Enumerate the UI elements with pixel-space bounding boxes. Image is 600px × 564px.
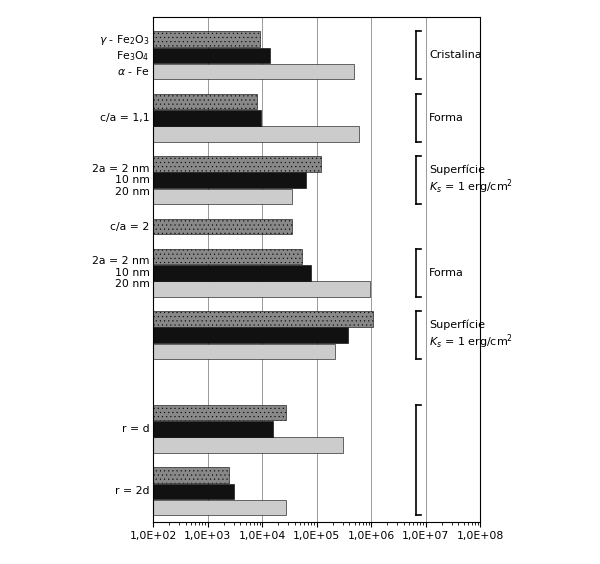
Bar — [153, 500, 286, 515]
Bar — [153, 47, 270, 63]
Bar — [153, 189, 292, 204]
Bar — [153, 468, 229, 483]
Bar — [153, 126, 359, 142]
Text: 2a = 2 nm
    10 nm
    20 nm: 2a = 2 nm 10 nm 20 nm — [92, 164, 150, 197]
Bar — [153, 31, 260, 47]
Text: $\gamma$ - Fe$_2$O$_3$
Fe$_3$O$_4$
$\alpha$ - Fe: $\gamma$ - Fe$_2$O$_3$ Fe$_3$O$_4$ $\alp… — [100, 33, 150, 77]
Bar — [153, 281, 370, 297]
Bar — [153, 94, 257, 109]
Text: Forma: Forma — [430, 268, 464, 277]
Bar — [153, 265, 311, 280]
Text: c/a = 1,1: c/a = 1,1 — [100, 113, 150, 123]
Bar — [153, 249, 302, 265]
Bar — [153, 110, 261, 126]
Text: Superfície
$K_s$ = 1 erg/cm$^2$: Superfície $K_s$ = 1 erg/cm$^2$ — [430, 165, 514, 196]
Text: 2a = 2 nm
    10 nm
    20 nm: 2a = 2 nm 10 nm 20 nm — [92, 256, 150, 289]
Bar — [153, 405, 286, 421]
Bar — [153, 219, 292, 234]
Bar — [153, 156, 321, 172]
Text: r = d: r = d — [122, 424, 150, 434]
Text: r = 2d: r = 2d — [115, 486, 150, 496]
Bar — [153, 311, 373, 327]
Bar — [153, 173, 307, 188]
Text: c/a = 2: c/a = 2 — [110, 222, 150, 231]
Bar — [153, 343, 335, 359]
Text: Superfície
$K_s$ = 1 erg/cm$^2$: Superfície $K_s$ = 1 erg/cm$^2$ — [430, 319, 514, 351]
Bar — [153, 437, 343, 453]
Bar — [153, 328, 348, 343]
Bar — [153, 421, 273, 437]
Bar — [153, 483, 233, 499]
Bar — [153, 64, 353, 80]
Text: Cristalina: Cristalina — [430, 50, 482, 60]
Text: Forma: Forma — [430, 113, 464, 123]
